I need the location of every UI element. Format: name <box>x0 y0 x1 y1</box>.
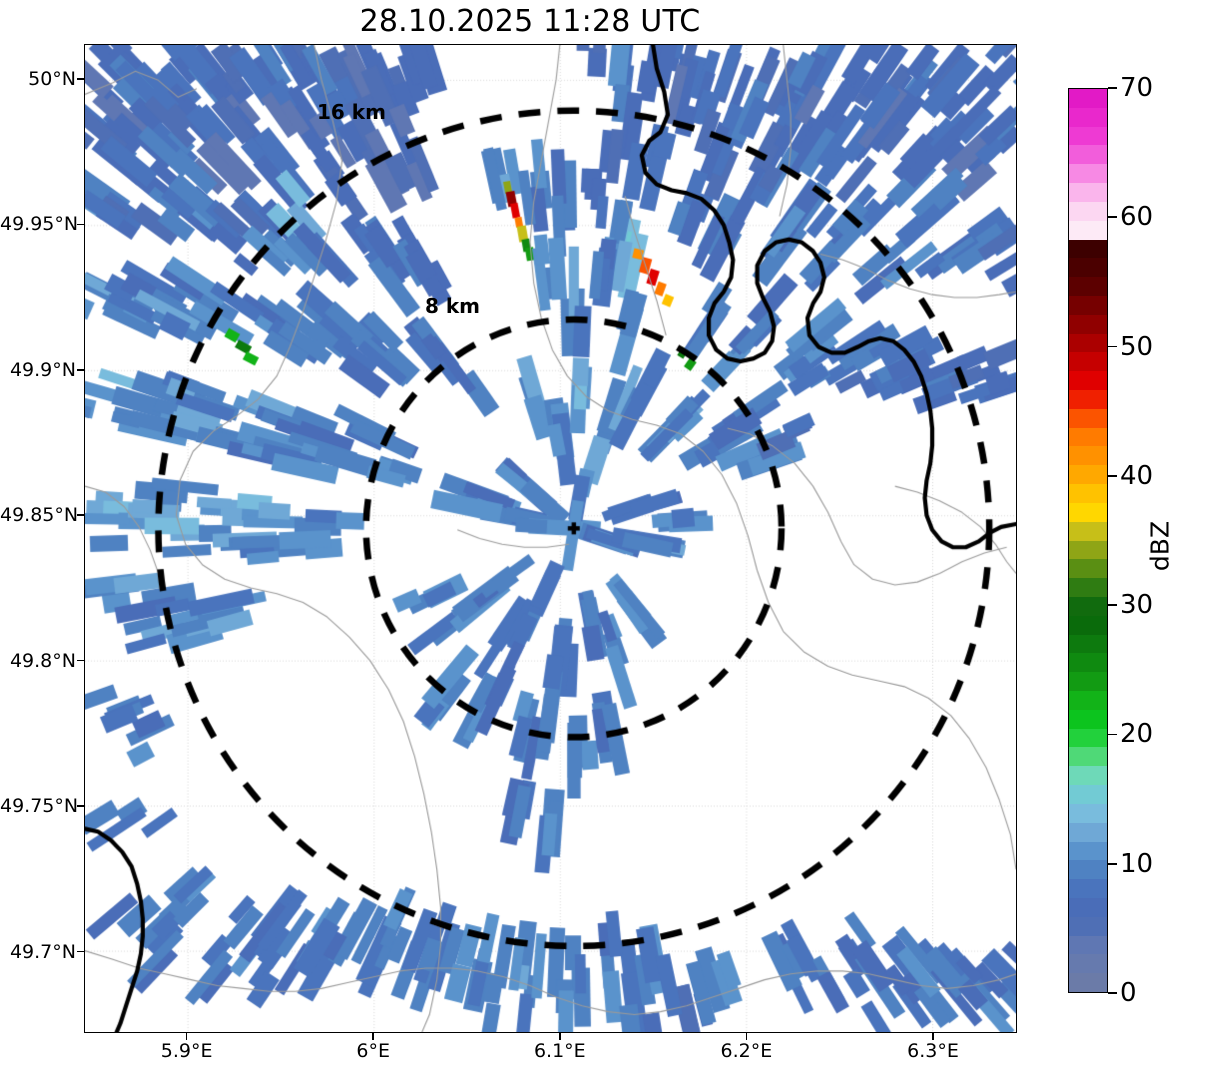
longitude-tick-mark <box>932 1033 934 1040</box>
colorbar-band <box>1069 389 1107 409</box>
latitude-tick-label: 49.95°N <box>0 213 79 236</box>
latitude-tick-label: 49.8°N <box>9 649 76 672</box>
latitude-tick-mark <box>77 78 84 80</box>
colorbar-band <box>1069 671 1107 692</box>
colorbar-tick-mark <box>1108 862 1117 865</box>
colorbar-tick-label: 20 <box>1120 719 1154 750</box>
range-ring-label-16km: 16 km <box>317 100 386 124</box>
colorbar-band <box>1069 859 1107 880</box>
radar-reflectivity-canvas[interactable] <box>85 45 1016 1032</box>
colorbar-band <box>1069 690 1107 710</box>
colorbar-band <box>1069 238 1107 259</box>
colorbar-band <box>1069 201 1107 221</box>
colorbar-band <box>1069 295 1107 315</box>
colorbar-band <box>1069 182 1107 202</box>
colorbar-band <box>1069 445 1107 466</box>
colorbar-band <box>1069 633 1107 654</box>
longitude-tick-label: 6.3°E <box>907 1040 959 1062</box>
longitude-tick-label: 6°E <box>356 1040 391 1062</box>
colorbar-tick-label: 10 <box>1120 848 1154 879</box>
latitude-tick-mark <box>77 514 84 517</box>
colorbar-band <box>1069 520 1107 541</box>
colorbar-band <box>1069 765 1107 786</box>
colorbar-band <box>1069 314 1107 334</box>
colorbar-tick-label: 60 <box>1120 202 1154 233</box>
colorbar-band <box>1069 163 1107 184</box>
colorbar-band <box>1069 784 1107 804</box>
colorbar-band <box>1069 351 1107 372</box>
colorbar-tick-mark <box>1108 345 1117 348</box>
colorbar-band <box>1069 125 1107 146</box>
latitude-tick-label: 49.7°N <box>9 940 76 963</box>
latitude-tick-mark <box>77 368 84 371</box>
colorbar-band <box>1069 558 1107 579</box>
colorbar-band <box>1069 821 1107 842</box>
longitude-tick-label: 6.1°E <box>533 1040 586 1062</box>
colorbar-band <box>1069 332 1107 353</box>
latitude-tick-label: 50°N <box>28 67 76 90</box>
colorbar-band <box>1069 878 1107 898</box>
colorbar-tick-mark <box>1108 733 1117 736</box>
range-ring-label-8km: 8 km <box>425 294 481 318</box>
colorbar-band <box>1069 539 1107 560</box>
colorbar-band <box>1069 746 1107 767</box>
colorbar-tick-mark <box>1108 87 1117 89</box>
colorbar-band <box>1069 483 1107 503</box>
longitude-tick-label: 5.9°E <box>160 1040 213 1062</box>
colorbar-band <box>1069 709 1107 729</box>
colorbar-band <box>1069 107 1107 127</box>
latitude-tick-mark <box>77 805 84 807</box>
colorbar-tick-label: 0 <box>1120 978 1137 1008</box>
colorbar-tick-mark <box>1108 216 1117 219</box>
colorbar-tick-mark <box>1108 992 1117 994</box>
latitude-tick-label: 49.85°N <box>0 504 79 527</box>
radar-plot-area[interactable] <box>84 44 1017 1033</box>
colorbar-band <box>1069 408 1107 428</box>
colorbar-tick-mark <box>1108 475 1117 477</box>
latitude-tick-mark <box>77 223 84 226</box>
colorbar-tick-label: 70 <box>1120 73 1154 103</box>
colorbar-band <box>1069 803 1107 823</box>
colorbar-band <box>1069 502 1107 522</box>
colorbar-band <box>1069 257 1107 278</box>
colorbar-band <box>1069 89 1107 108</box>
latitude-tick-label: 49.75°N <box>0 795 79 818</box>
colorbar[interactable] <box>1068 88 1108 993</box>
colorbar-tick-label: 30 <box>1120 590 1154 621</box>
colorbar-band <box>1069 972 1107 992</box>
colorbar-band <box>1069 219 1107 240</box>
colorbar-band <box>1069 916 1107 936</box>
page-title: 28.10.2025 11:28 UTC <box>359 4 701 39</box>
colorbar-band <box>1069 577 1107 597</box>
latitude-tick-mark <box>77 659 84 662</box>
colorbar-band <box>1069 370 1107 391</box>
colorbar-band <box>1069 840 1107 861</box>
latitude-tick-mark <box>77 950 84 953</box>
longitude-tick-mark <box>185 1033 188 1040</box>
colorbar-band <box>1069 652 1107 673</box>
colorbar-band <box>1069 727 1107 748</box>
longitude-tick-mark <box>745 1033 748 1040</box>
longitude-tick-label: 6.2°E <box>720 1040 773 1062</box>
colorbar-band <box>1069 276 1107 296</box>
colorbar-band <box>1069 934 1107 955</box>
colorbar-band <box>1069 596 1107 616</box>
colorbar-tick-label: 40 <box>1120 460 1154 491</box>
colorbar-band <box>1069 897 1107 917</box>
colorbar-band <box>1069 464 1107 485</box>
colorbar-tick-mark <box>1108 604 1117 606</box>
colorbar-band <box>1069 426 1107 447</box>
colorbar-band <box>1069 615 1107 635</box>
colorbar-band <box>1069 953 1107 974</box>
colorbar-tick-label: 50 <box>1120 331 1154 362</box>
latitude-tick-label: 49.9°N <box>9 358 76 381</box>
longitude-tick-mark <box>559 1033 561 1040</box>
colorbar-band <box>1069 144 1107 165</box>
longitude-tick-mark <box>372 1033 375 1040</box>
colorbar-title: dBZ <box>1145 520 1175 572</box>
